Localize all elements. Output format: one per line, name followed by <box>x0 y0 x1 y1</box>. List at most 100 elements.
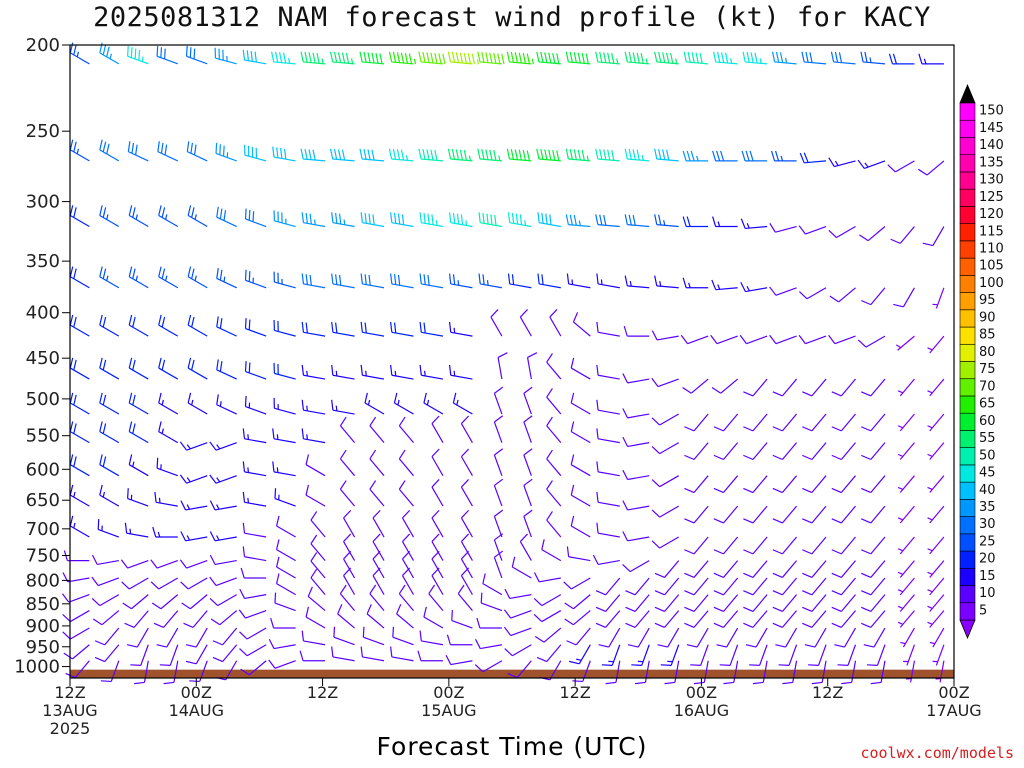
wind-barb <box>128 266 149 289</box>
wind-barb <box>831 475 856 494</box>
colorbar-label: 140 <box>979 138 1004 153</box>
wind-barb <box>69 42 90 65</box>
y-tick-label: 700 <box>26 519 60 540</box>
wind-barb <box>713 577 739 596</box>
wind-barb <box>504 588 532 600</box>
wind-barb <box>596 428 620 444</box>
wind-barb <box>392 626 414 646</box>
wind-barb <box>127 627 149 648</box>
wind-barb <box>480 592 503 612</box>
wind-barb <box>493 415 504 443</box>
wind-barb <box>752 660 768 685</box>
wind-barb <box>570 515 591 538</box>
wind-barb <box>863 627 886 648</box>
wind-barb <box>209 500 237 511</box>
credit-link[interactable]: coolwx.com/models <box>860 744 1014 762</box>
wind-barb <box>159 644 179 667</box>
wind-barb <box>570 484 591 507</box>
wind-barb <box>565 214 591 228</box>
wind-barb <box>799 152 827 164</box>
wind-barb <box>493 448 504 476</box>
wind-barb <box>92 610 120 626</box>
wind-barb <box>62 627 90 640</box>
wind-barb <box>831 594 856 613</box>
wind-barb <box>299 650 326 662</box>
wind-barb <box>310 511 326 538</box>
wind-barb <box>390 364 414 380</box>
wind-barb <box>99 421 120 444</box>
wind-barb <box>187 266 208 289</box>
wind-barb <box>622 531 650 542</box>
colorbar-label: 100 <box>979 276 1004 291</box>
wind-barb <box>99 205 120 228</box>
wind-barb <box>482 573 503 596</box>
wind-barb <box>447 51 479 65</box>
wind-barb <box>624 148 650 162</box>
wind-barb <box>541 539 562 562</box>
wind-barb <box>798 287 827 300</box>
wind-barb <box>61 593 90 603</box>
colorbar-label: 35 <box>979 500 996 515</box>
y-tick-label: 450 <box>26 348 60 369</box>
wind-barb <box>917 160 945 176</box>
wind-barb <box>209 441 237 451</box>
ground-layer <box>70 669 954 678</box>
wind-barb <box>592 554 620 566</box>
x-tick-label: 00Z <box>433 683 464 702</box>
wind-barb <box>418 148 444 162</box>
colorbar-swatch <box>959 102 976 121</box>
wind-barb <box>523 386 533 415</box>
wind-barb <box>802 442 827 461</box>
wind-barb <box>99 314 120 337</box>
wind-barb <box>503 626 532 637</box>
wind-barb <box>595 148 620 162</box>
wind-barb <box>918 53 944 65</box>
wind-barb <box>570 392 591 415</box>
wind-barb <box>364 392 385 415</box>
wind-barb <box>711 378 739 394</box>
wind-barb <box>419 212 444 228</box>
wind-barb <box>419 630 444 646</box>
wind-barb <box>128 392 149 415</box>
wind-barb <box>185 644 208 665</box>
colorbar-label: 10 <box>979 586 996 601</box>
wind-barb <box>654 610 680 628</box>
colorbar-label: 30 <box>979 517 996 532</box>
wind-barb <box>369 584 385 611</box>
wind-barb <box>866 644 886 667</box>
wind-barb <box>460 550 473 579</box>
x-tick-label: 15AUG <box>421 701 476 720</box>
x-tick-label: 00Z <box>686 683 717 702</box>
colorbar-swatch <box>959 516 976 535</box>
wind-barb <box>523 415 533 443</box>
wind-barb <box>91 594 120 607</box>
wind-barb <box>388 148 414 162</box>
colorbar-swatch <box>959 499 976 517</box>
wind-barb <box>423 606 444 629</box>
wind-barb <box>99 484 120 507</box>
wind-barb <box>651 413 680 426</box>
wind-barb <box>493 509 504 538</box>
colorbar-label: 70 <box>979 379 996 394</box>
wind-barb <box>158 421 179 444</box>
wind-barb <box>94 627 120 646</box>
wind-barb <box>929 627 945 648</box>
wind-barb <box>605 660 621 685</box>
wind-barb <box>890 226 915 244</box>
wind-barb <box>127 45 149 65</box>
wind-barb <box>339 449 356 477</box>
wind-barb <box>121 577 149 590</box>
wind-barb <box>625 610 650 628</box>
wind-barb <box>743 594 768 613</box>
wind-barb <box>743 413 768 432</box>
wind-barb <box>802 577 827 596</box>
wind-barb <box>860 51 886 65</box>
wind-barb <box>684 560 709 578</box>
wind-barb <box>897 413 915 432</box>
wind-barb <box>275 539 296 562</box>
wind-barb <box>301 273 326 289</box>
wind-barb <box>310 534 326 561</box>
wind-barb <box>927 610 945 628</box>
wind-barb <box>244 396 267 415</box>
